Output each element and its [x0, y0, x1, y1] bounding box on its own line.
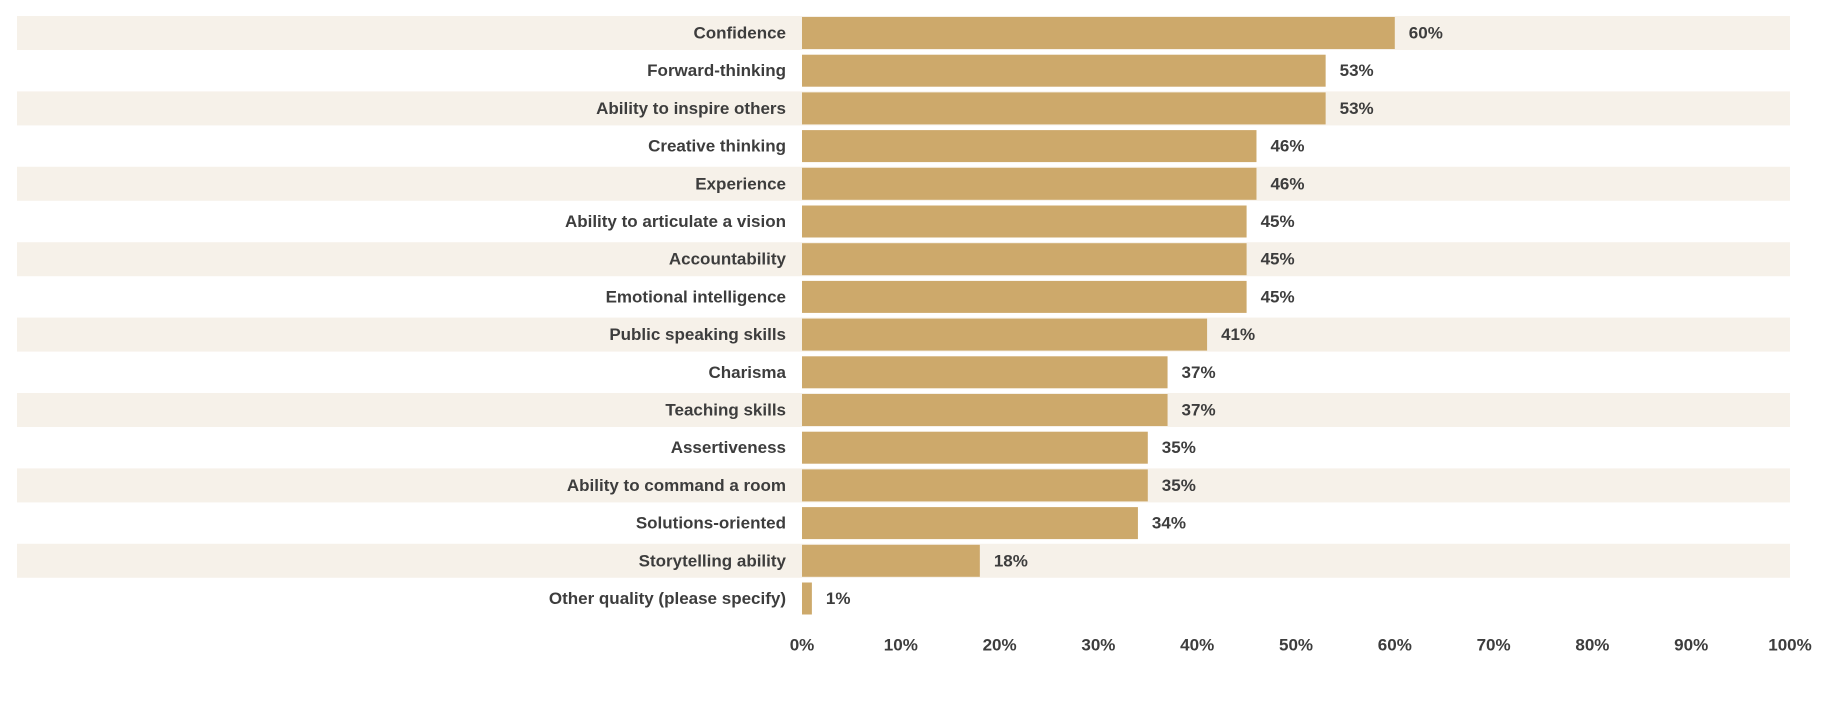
- bar: [802, 507, 1138, 540]
- value-label: 37%: [1182, 401, 1216, 420]
- value-label: 60%: [1409, 24, 1443, 43]
- category-label: Teaching skills: [665, 401, 786, 420]
- value-label: 35%: [1162, 438, 1196, 457]
- x-tick-label: 20%: [983, 636, 1017, 655]
- category-label: Storytelling ability: [639, 551, 787, 570]
- value-label: 45%: [1261, 287, 1295, 306]
- x-tick-label: 0%: [790, 636, 815, 655]
- category-label: Solutions-oriented: [636, 514, 786, 533]
- value-label: 34%: [1152, 514, 1186, 533]
- value-label: 35%: [1162, 476, 1196, 495]
- bar: [802, 54, 1326, 87]
- category-label: Charisma: [709, 363, 787, 382]
- bar: [802, 92, 1326, 125]
- value-label: 41%: [1221, 325, 1255, 344]
- x-tick-label: 10%: [884, 636, 918, 655]
- value-label: 46%: [1270, 137, 1304, 156]
- x-tick-label: 90%: [1674, 636, 1708, 655]
- value-label: 37%: [1182, 363, 1216, 382]
- value-label: 46%: [1270, 174, 1304, 193]
- category-label: Assertiveness: [671, 438, 786, 457]
- x-tick-label: 80%: [1575, 636, 1609, 655]
- category-label: Emotional intelligence: [606, 287, 786, 306]
- bar: [802, 243, 1247, 276]
- bar: [802, 167, 1257, 200]
- category-label: Ability to inspire others: [596, 99, 786, 118]
- bar: [802, 205, 1247, 238]
- x-tick-label: 100%: [1768, 636, 1811, 655]
- bar: [802, 582, 812, 615]
- bar: [802, 17, 1395, 49]
- x-tick-label: 60%: [1378, 636, 1412, 655]
- value-label: 1%: [826, 589, 851, 608]
- category-label: Forward-thinking: [647, 61, 786, 80]
- value-label: 18%: [994, 551, 1028, 570]
- bar: [802, 130, 1257, 163]
- category-label: Other quality (please specify): [549, 589, 786, 608]
- bar: [802, 318, 1208, 351]
- category-label: Public speaking skills: [609, 325, 786, 344]
- bar: [802, 280, 1247, 313]
- category-label: Ability to articulate a vision: [565, 212, 786, 231]
- value-label: 53%: [1340, 99, 1374, 118]
- x-tick-label: 50%: [1279, 636, 1313, 655]
- category-label: Experience: [695, 174, 786, 193]
- bar: [802, 394, 1168, 426]
- category-label: Ability to command a room: [567, 476, 786, 495]
- bar: [802, 431, 1148, 464]
- bar: [802, 356, 1168, 389]
- category-label: Creative thinking: [648, 137, 786, 156]
- bar: [802, 544, 980, 577]
- bar: [802, 469, 1148, 502]
- value-label: 53%: [1340, 61, 1374, 80]
- x-tick-label: 70%: [1477, 636, 1511, 655]
- x-tick-label: 30%: [1081, 636, 1115, 655]
- value-label: 45%: [1261, 250, 1295, 269]
- category-label: Accountability: [669, 250, 787, 269]
- value-label: 45%: [1261, 212, 1295, 231]
- x-tick-label: 40%: [1180, 636, 1214, 655]
- category-label: Confidence: [693, 24, 786, 43]
